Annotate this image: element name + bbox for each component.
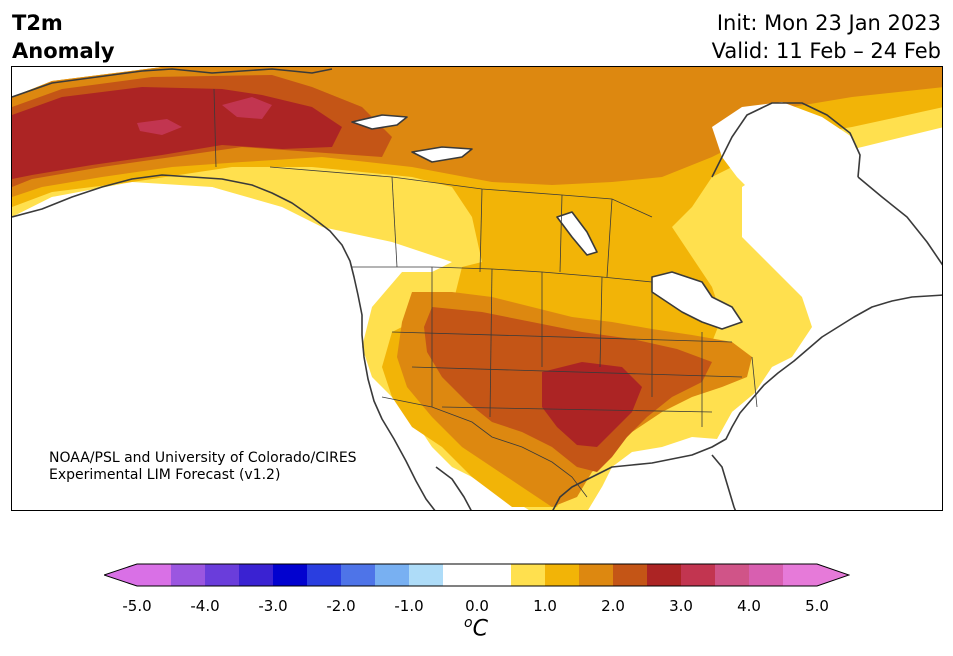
great-bear-lake xyxy=(412,147,472,162)
colorbar-swatch xyxy=(205,564,240,586)
colorbar-tick-label: 3.0 xyxy=(669,597,693,615)
colorbar-tick-label: 0.0 xyxy=(465,597,489,615)
colorbar xyxy=(104,563,850,587)
atlantic-ocean xyxy=(732,297,942,510)
anomaly-contour-5-0 xyxy=(222,97,272,119)
colorbar-swatch xyxy=(647,564,682,586)
colorbar-tick-label: -4.0 xyxy=(190,597,220,615)
credit-line-1: NOAA/PSL and University of Colorado/CIRE… xyxy=(49,450,357,466)
colorbar-swatch xyxy=(443,564,478,586)
credit-line-2: Experimental LIM Forecast (v1.2) xyxy=(49,467,281,483)
colorbar-swatch xyxy=(341,564,376,586)
colorbar-swatch xyxy=(239,564,274,586)
colorbar-tick-label: -5.0 xyxy=(122,597,152,615)
colorbar-swatch xyxy=(137,564,172,586)
colorbar-swatch xyxy=(375,564,410,586)
political-borders xyxy=(213,88,758,498)
colorbar-swatch xyxy=(749,564,784,586)
unit-letter: C xyxy=(472,616,488,642)
colorbar-swatch xyxy=(681,564,716,586)
great-lakes-region xyxy=(652,272,742,329)
valid-period: Valid: 11 Feb – 24 Feb xyxy=(711,39,941,63)
colorbar-swatch xyxy=(307,564,342,586)
init-date: Init: Mon 23 Jan 2023 xyxy=(716,11,941,35)
colorbar-tick-label: 5.0 xyxy=(805,597,829,615)
hudson-bay xyxy=(712,102,862,192)
colorbar-tick-label: -2.0 xyxy=(326,597,356,615)
colorbar-swatch xyxy=(545,564,580,586)
colorbar-tick-label: -1.0 xyxy=(394,597,424,615)
anomaly-contour-5-0b xyxy=(137,119,182,135)
colorbar-unit: oC xyxy=(464,615,488,641)
northeast-cold-area xyxy=(772,167,942,307)
colorbar-swatch xyxy=(409,564,444,586)
colorbar-tick-label: 4.0 xyxy=(737,597,761,615)
anomaly-map xyxy=(11,66,943,511)
colorbar-over-extension xyxy=(817,564,850,586)
anomaly-contour-4-0b xyxy=(542,362,642,447)
anomaly-contour-1-0 xyxy=(12,67,942,507)
colorbar-swatch xyxy=(273,564,308,586)
colorbar-outline xyxy=(104,563,850,587)
credit-text: NOAA/PSL and University of Colorado/CIRE… xyxy=(49,450,357,484)
title-variable-line1: T2m xyxy=(12,11,63,35)
colorbar-swatch xyxy=(477,564,512,586)
lake-winnipeg xyxy=(557,212,597,255)
pacific-ocean xyxy=(12,187,422,510)
colorbar-tick-label: 2.0 xyxy=(601,597,625,615)
colorbar-swatch xyxy=(511,564,546,586)
gulf-of-mexico xyxy=(588,442,752,510)
title-variable-line2: Anomaly xyxy=(12,39,115,63)
colorbar-swatch xyxy=(715,564,750,586)
colorbar-tick-label: -3.0 xyxy=(258,597,288,615)
map-title: T2m Anomaly xyxy=(12,9,115,65)
map-canvas xyxy=(12,67,942,510)
unit-degree-symbol: o xyxy=(464,615,473,631)
colorbar-swatch xyxy=(613,564,648,586)
colorbar-under-extension xyxy=(104,564,137,586)
colorbar-swatch xyxy=(579,564,614,586)
coastlines xyxy=(12,68,942,510)
colorbar-swatch xyxy=(783,564,818,586)
forecast-dates: Init: Mon 23 Jan 2023 Valid: 11 Feb – 24… xyxy=(712,9,941,65)
colorbar-swatch xyxy=(171,564,206,586)
colorbar-tick-label: 1.0 xyxy=(533,597,557,615)
